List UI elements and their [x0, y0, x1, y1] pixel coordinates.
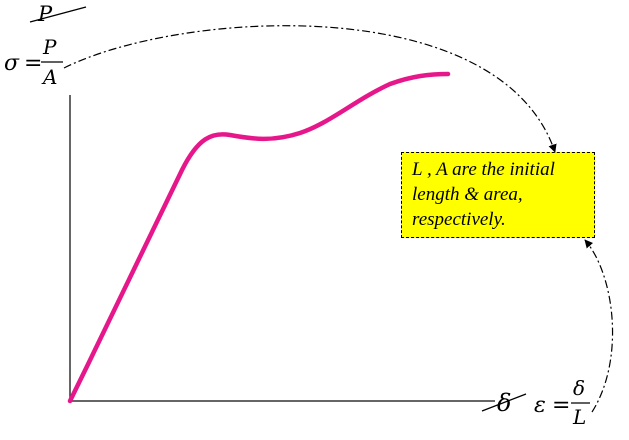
stress-strain-curve	[67, 71, 451, 404]
stress-numerator: P	[42, 35, 57, 59]
strain-numerator: δ	[573, 376, 585, 400]
strain-symbol: ε	[534, 393, 546, 418]
stress-equals: =	[24, 51, 42, 76]
strain-equals: =	[552, 393, 570, 418]
y-axis-old-label: P	[37, 2, 53, 26]
strain-denominator: L	[572, 405, 586, 429]
strain-connector-arrow-icon	[584, 239, 614, 413]
stress-connector-arrow-icon	[63, 25, 557, 153]
initial-dimensions-note: L , A are the initial length & area, res…	[401, 152, 595, 238]
note-line-3: respectively.	[412, 209, 506, 230]
y-label-strike-icon	[29, 6, 87, 23]
stress-symbol: σ	[4, 51, 20, 76]
note-line-2: length & area,	[412, 184, 523, 205]
note-background	[401, 152, 595, 238]
x-label-strike-icon	[481, 393, 527, 412]
stress-denominator: A	[41, 65, 57, 89]
note-line-1: L , A are the initial	[412, 159, 555, 180]
